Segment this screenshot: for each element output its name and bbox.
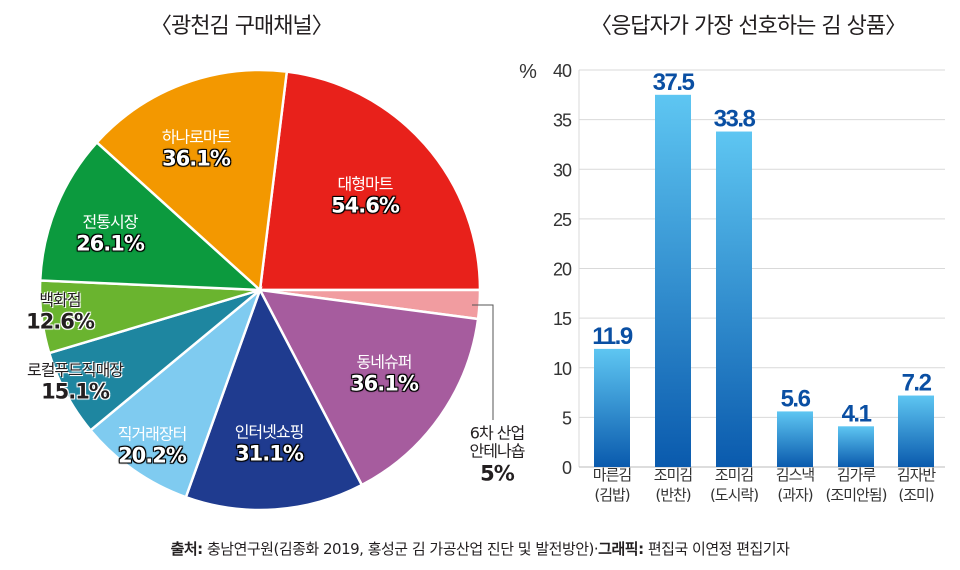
bar-5 bbox=[898, 395, 934, 467]
graphic-label: 그래픽: bbox=[598, 540, 644, 558]
bar-2 bbox=[716, 131, 752, 467]
pie-slice-0 bbox=[258, 70, 482, 292]
pie-title: 〈광천김 구매채널〉 bbox=[150, 14, 334, 39]
pie-label-0: 대형마트 54.6% bbox=[331, 174, 400, 219]
bar-1 bbox=[655, 94, 691, 467]
x-label-5: 김자반 (조미) bbox=[896, 466, 936, 504]
pie-label-3: 인터넷쇼핑 31.1% bbox=[234, 422, 305, 467]
pie-slice-8 bbox=[95, 68, 289, 293]
y-tick-label: 40 bbox=[553, 61, 572, 81]
source-text: 충남연구원(김종화 2019, 홍성군 김 가공산업 진단 및 발전방안)· bbox=[206, 540, 599, 558]
source-label: 출처: bbox=[170, 540, 204, 558]
y-tick-label: 5 bbox=[562, 408, 572, 428]
graphic-text: 편집국 이연정 편집기자 bbox=[647, 540, 790, 558]
bar-value-label-0: 11.9 bbox=[592, 323, 633, 350]
bar-value-label-4: 4.1 bbox=[842, 400, 872, 427]
y-tick-label: 25 bbox=[553, 210, 572, 230]
x-label-2: 조미김 (도시락) bbox=[709, 466, 759, 504]
source-note: 출처: 충남연구원(김종화 2019, 홍성군 김 가공산업 진단 및 발전방안… bbox=[0, 538, 960, 559]
leader-line bbox=[472, 304, 494, 420]
pie-slice-4 bbox=[88, 286, 263, 499]
bar-value-label-3: 5.6 bbox=[781, 385, 811, 412]
bar-title: 〈응답자가 가장 선호하는 김 상품〉 bbox=[590, 14, 907, 39]
y-tick-label: 30 bbox=[553, 160, 572, 180]
x-label-3: 김스낵 (과자) bbox=[775, 466, 815, 504]
bar-value-label-5: 7.2 bbox=[902, 370, 932, 397]
pie-label-6: 백화점 12.6% bbox=[26, 290, 95, 335]
x-label-1: 조미김 (반찬) bbox=[653, 466, 693, 504]
bar-4 bbox=[838, 426, 874, 467]
pie-label-8: 하나로마트 36.1% bbox=[161, 127, 232, 172]
x-label-0: 마른김 (김밥) bbox=[592, 466, 632, 504]
pie-label-4: 직거래장터 20.2% bbox=[117, 424, 188, 469]
bar-3 bbox=[777, 411, 813, 467]
bar-0 bbox=[594, 348, 630, 467]
pie-label-2: 동네슈퍼 36.1% bbox=[350, 352, 419, 397]
y-tick-label: 15 bbox=[553, 309, 572, 329]
pie-label-1: 6차 산업 안테나숍 5% bbox=[469, 423, 526, 486]
y-tick-label: 10 bbox=[553, 359, 572, 379]
pie-label-7: 전통시장 26.1% bbox=[76, 212, 145, 257]
pie-chart bbox=[38, 68, 494, 512]
y-tick-label: 0 bbox=[562, 458, 572, 478]
pie-slice-3 bbox=[184, 286, 364, 512]
pie-label-5: 로컬푸드직매장 15.1% bbox=[26, 360, 124, 405]
bar-chart: 0 5 10 15 20 25 30 35 40% 11.9 37.5 33.8 5.6 4.1 7.2 bbox=[519, 61, 945, 478]
x-label-4: 김가루 (조미안됨) bbox=[825, 466, 888, 504]
bar-value-label-2: 33.8 bbox=[714, 106, 756, 133]
pie-slice-2 bbox=[257, 288, 480, 487]
pie-slice-7 bbox=[38, 140, 264, 292]
y-tick-label: 35 bbox=[553, 111, 572, 131]
y-tick-label: 20 bbox=[553, 260, 572, 280]
y-axis-label: % bbox=[519, 61, 537, 83]
bar-value-label-1: 37.5 bbox=[653, 69, 695, 96]
